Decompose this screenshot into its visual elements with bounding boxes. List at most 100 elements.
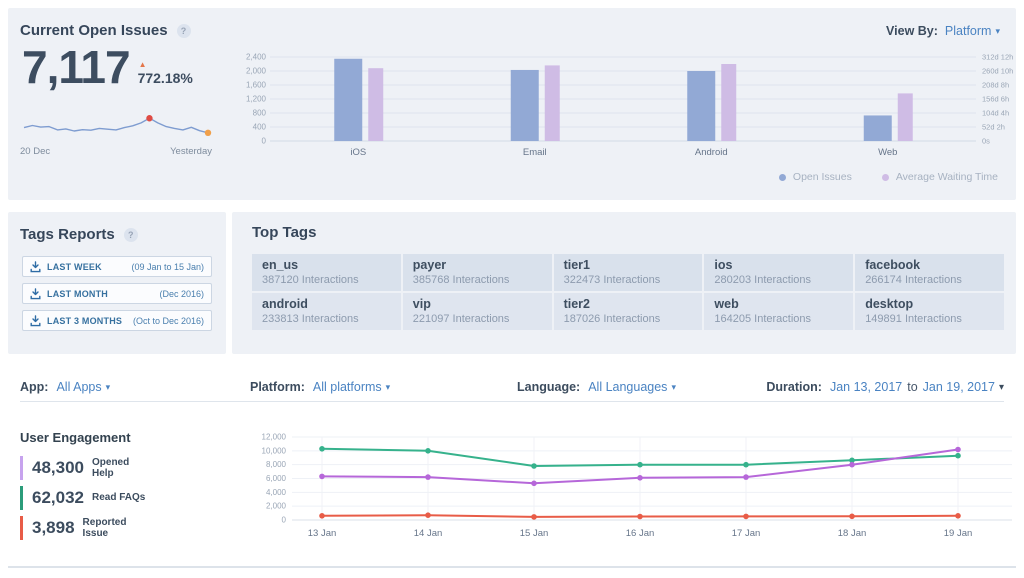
report-date-range: (Dec 2016) (159, 288, 204, 299)
data-point (531, 480, 537, 487)
app-filter-value: All Apps (56, 380, 102, 394)
platform-filter-dropdown[interactable]: Platform: All platforms ▾ (250, 372, 390, 402)
language-filter-value: All Languages (588, 380, 668, 394)
download-report-button[interactable]: LAST MONTH (Dec 2016) (22, 283, 212, 304)
duration-joiner: to (907, 380, 918, 394)
data-point (637, 475, 643, 481)
tag-name: desktop (865, 297, 914, 311)
legend-label: Open Issues (792, 171, 852, 183)
report-date-range: (09 Jan to 15 Jan) (131, 261, 204, 272)
report-period-label: LAST MONTH (47, 288, 108, 299)
metric-color-bar (20, 516, 23, 540)
bar-open-issues (863, 115, 892, 141)
right-axis-tick: 312d 12h (982, 53, 1013, 62)
download-report-button[interactable]: LAST 3 MONTHS (Oct to Dec 2016) (22, 310, 212, 331)
right-axis-tick: 52d 2h (982, 123, 1005, 132)
view-by-label: View By: (886, 24, 938, 38)
left-axis-tick: 1,600 (246, 81, 267, 90)
data-point (849, 461, 855, 468)
metric-color-bar (20, 486, 23, 510)
platform-filter-label: Platform: (250, 380, 305, 394)
view-by-dropdown[interactable]: View By: Platform ▾ (886, 24, 1000, 38)
duration-to: Jan 19, 2017 (922, 380, 995, 394)
data-point (319, 473, 325, 480)
open-issues-stat: 7,117 ▲ 772.18% (22, 44, 193, 90)
y-axis-tick: 0 (282, 516, 287, 525)
y-axis-tick: 10,000 (262, 446, 287, 455)
change-percent: 772.18% (137, 70, 193, 86)
tags-reports-header: Tags Reports ? (20, 226, 138, 243)
report-period-label: LAST WEEK (47, 261, 102, 272)
sparkline-end-dot (204, 129, 212, 136)
tag-tile: desktop 149891 Interactions (855, 293, 1004, 330)
tag-count: 322473 Interactions (563, 274, 661, 286)
engagement-line-chart: 13 Jan 14 Jan 15 Jan 16 Jan 17 Jan 18 Jan 19 J… (262, 433, 1012, 539)
tag-name: payer (412, 258, 447, 272)
tag-count: 266174 Interactions (865, 274, 962, 286)
bar-avg-waiting-time (544, 65, 560, 141)
caret-down-icon: ▾ (105, 381, 111, 392)
metric-value: 62,032 (32, 488, 84, 507)
caret-down-icon: ▾ (671, 381, 676, 392)
right-axis-tick: 208d 8h (982, 81, 1009, 90)
tag-count: 187026 Interactions (563, 313, 661, 325)
report-download-buttons: LAST WEEK (09 Jan to 15 Jan) LAST MONTH (De… (22, 256, 212, 337)
platform-filter-value: All platforms (312, 380, 382, 394)
left-axis-tick: 400 (253, 123, 267, 132)
caret-down-icon: ▾ (995, 25, 1000, 36)
left-axis-tick: 0 (262, 137, 267, 146)
bar-legend-item: Average Waiting Time (881, 171, 998, 183)
tag-name: ios (714, 258, 733, 272)
y-axis-tick: 4,000 (266, 488, 287, 497)
help-icon[interactable]: ? (123, 227, 138, 242)
tag-name: tier1 (563, 258, 590, 272)
y-axis-tick: 12,000 (262, 433, 287, 442)
tag-name: vip (412, 297, 431, 311)
app-filter-label: App: (20, 380, 49, 394)
download-report-button[interactable]: LAST WEEK (09 Jan to 15 Jan) (22, 256, 212, 277)
metric-label: Read FAQs (92, 492, 146, 504)
caret-down-icon: ▾ (998, 381, 1004, 393)
tag-name: web (714, 297, 739, 311)
tag-count: 385768 Interactions (412, 274, 510, 286)
data-point (637, 461, 643, 468)
left-axis-tick: 1,200 (246, 95, 267, 104)
data-point (955, 452, 961, 459)
tag-tile: web 164205 Interactions (704, 293, 854, 330)
tag-count: 387120 Interactions (262, 274, 359, 286)
tag-name: tier2 (563, 297, 590, 311)
tag-tile: ios 280203 Interactions (704, 254, 854, 291)
top-tags-header: Top Tags (252, 224, 316, 241)
current-open-issues-card: Current Open Issues ? View By: Platform … (8, 8, 1016, 200)
tags-reports-title: Tags Reports (20, 226, 115, 243)
tag-tile: payer 385768 Interactions (402, 254, 552, 291)
bar-open-issues (510, 69, 539, 141)
tag-count: 280203 Interactions (714, 274, 812, 286)
bar-legend-item: Open Issues (778, 171, 852, 183)
open-issues-bar-chart: 2,400 312d 12h 2,000 260d 10h 1,600 208d 8h 1,… (246, 53, 1013, 159)
metric-label: Reported Issue (82, 516, 127, 540)
left-axis-tick: 2,400 (246, 53, 267, 62)
language-filter-label: Language: (517, 380, 581, 394)
sparkline-peak-dot (146, 115, 153, 122)
metric-value: 3,898 (32, 518, 75, 537)
top-tags-card: Top Tags en_us 387120 Interactions payer 38… (232, 212, 1016, 354)
bar-chart-legend: Open Issues Average Waiting Time (778, 171, 998, 183)
right-axis-tick: 0s (982, 137, 990, 146)
right-axis-tick: 260d 10h (982, 67, 1013, 76)
x-axis-tick: 16 Jan (626, 528, 655, 539)
help-icon[interactable]: ? (176, 23, 191, 38)
legend-dot-icon (881, 173, 889, 181)
filter-bar: App: All Apps ▾ Platform: All platforms … (20, 372, 1004, 402)
sparkline-chart (23, 115, 212, 136)
user-engagement-title: User Engagement (20, 430, 131, 445)
data-point (531, 514, 537, 520)
app-filter-dropdown[interactable]: App: All Apps ▾ (20, 372, 110, 402)
x-axis-tick: 17 Jan (732, 528, 761, 539)
language-filter-dropdown[interactable]: Language: All Languages ▾ (517, 372, 676, 402)
open-issues-title: Current Open Issues (20, 22, 168, 39)
download-icon (30, 287, 41, 299)
duration-picker[interactable]: Duration: Jan 13, 2017 to Jan 19, 2017 ▾ (766, 372, 1004, 402)
x-axis-tick: 18 Jan (838, 528, 867, 539)
